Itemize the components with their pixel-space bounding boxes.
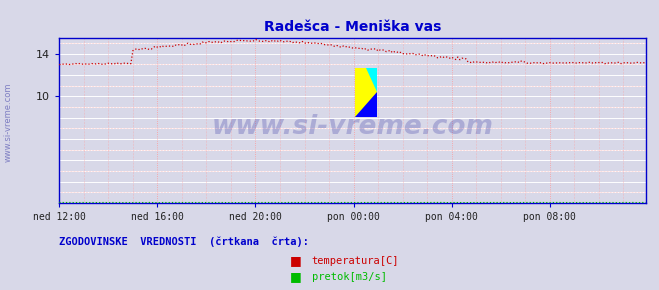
Polygon shape [355, 68, 376, 117]
Text: ■: ■ [290, 270, 302, 283]
Text: temperatura[C]: temperatura[C] [312, 256, 399, 266]
Text: pretok[m3/s]: pretok[m3/s] [312, 272, 387, 282]
Title: Radešca - Meniška vas: Radešca - Meniška vas [264, 20, 442, 34]
Text: ■: ■ [290, 254, 302, 267]
Polygon shape [355, 93, 376, 117]
Text: ZGODOVINSKE  VREDNOSTI  (črtkana  črta):: ZGODOVINSKE VREDNOSTI (črtkana črta): [59, 237, 309, 247]
Text: www.si-vreme.com: www.si-vreme.com [212, 114, 494, 140]
Polygon shape [366, 68, 376, 93]
Text: www.si-vreme.com: www.si-vreme.com [3, 82, 13, 162]
